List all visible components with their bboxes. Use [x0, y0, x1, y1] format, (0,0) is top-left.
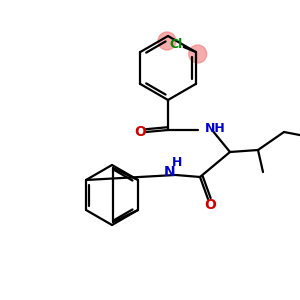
Circle shape	[158, 32, 176, 50]
Text: O: O	[134, 125, 146, 139]
Text: NH: NH	[205, 122, 226, 134]
Text: H: H	[172, 155, 182, 169]
Text: N: N	[164, 165, 176, 179]
Text: O: O	[204, 198, 216, 212]
Circle shape	[189, 45, 207, 63]
Text: Cl: Cl	[169, 38, 182, 50]
